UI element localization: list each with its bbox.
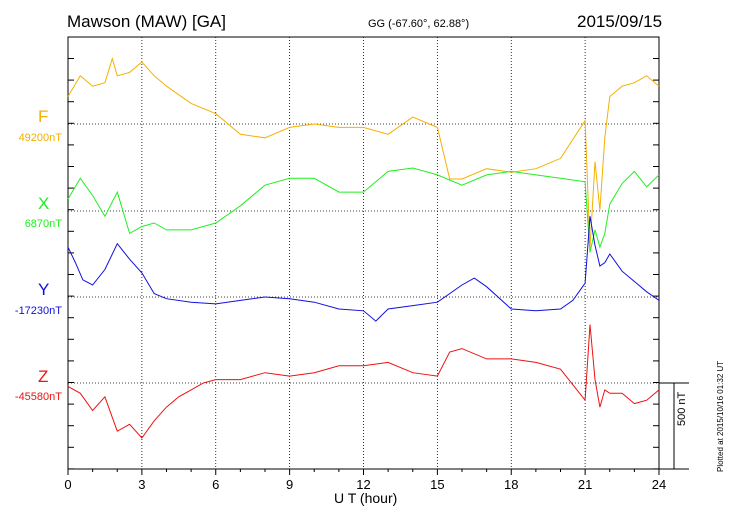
x-tick-label: 3: [138, 477, 145, 492]
chart-date: 2015/09/15: [577, 12, 663, 31]
x-tick-label: 21: [578, 477, 592, 492]
x-tick-label: 6: [212, 477, 219, 492]
x-tick-label: 0: [64, 477, 71, 492]
x-tick-label: 24: [652, 477, 666, 492]
plotted-at-footnote: Plotted at 2015/10/16 01:32 UT: [716, 360, 725, 472]
channel-name-y: Y: [38, 280, 50, 299]
x-tick-label: 18: [504, 477, 518, 492]
baseline-label-z: -45580nT: [14, 391, 62, 403]
series-line-f: [67, 56, 660, 248]
series-line-x: [67, 167, 660, 253]
baseline-label-y: -17230nT: [14, 305, 62, 317]
scale-bar-label: 500 nT: [676, 391, 688, 426]
series-line-z: [67, 324, 660, 439]
x-tick-label: 9: [286, 477, 293, 492]
series-line-y: [67, 216, 660, 322]
station-coordinates: GG (-67.60°, 62.88°): [368, 18, 470, 30]
channel-name-x: X: [38, 194, 50, 213]
x-tick-label: 12: [356, 477, 370, 492]
baseline-label-x: 6870nT: [24, 218, 62, 230]
x-axis-label: U T (hour): [334, 490, 398, 506]
channel-name-f: F: [38, 107, 49, 126]
chart-title: Mawson (MAW) [GA]: [67, 12, 226, 31]
x-tick-label: 15: [430, 477, 444, 492]
channel-name-z: Z: [38, 367, 49, 386]
baseline-label-f: 49200nT: [18, 132, 62, 144]
